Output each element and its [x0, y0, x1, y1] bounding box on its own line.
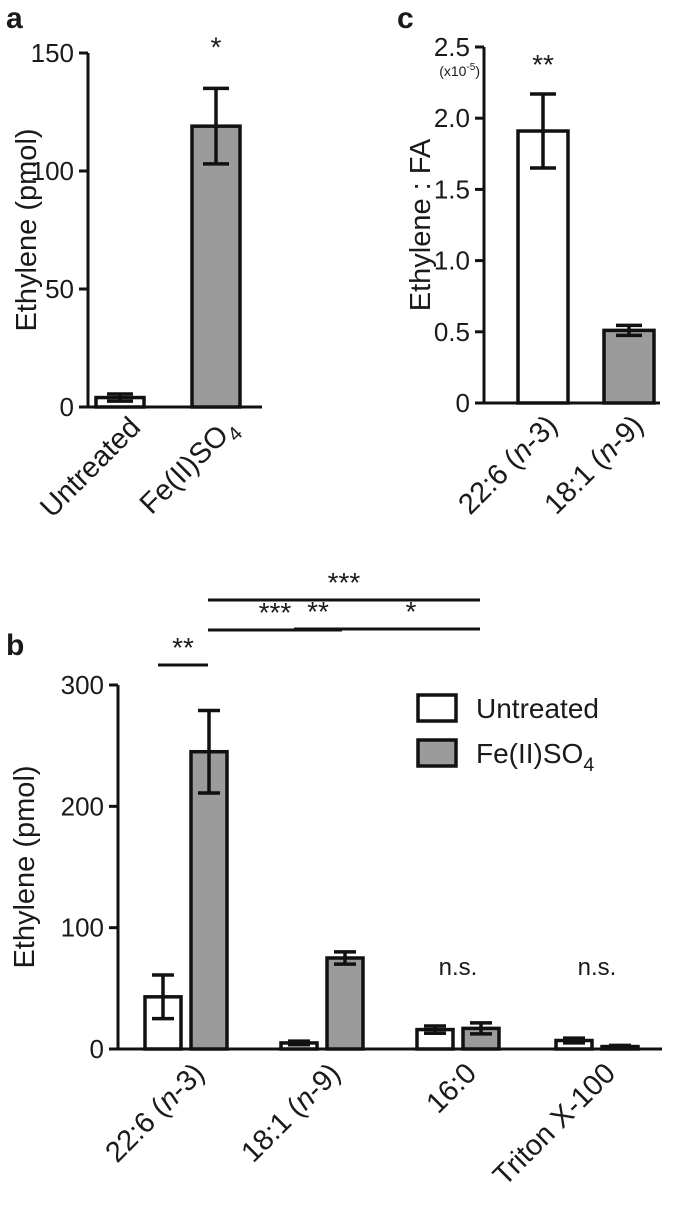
- panel-c-bar-0: [516, 129, 570, 405]
- panel-c-scale-note: (x10-5): [439, 62, 480, 79]
- panel-c-y-axis-label: Ethylene : FA: [405, 138, 437, 311]
- panel-b-significance-label-2: ***: [328, 567, 361, 598]
- panel-b-legend-label-1-base: Fe(II)SO: [476, 738, 583, 769]
- panel-b-y-tick-label-0: 0: [90, 1034, 104, 1064]
- panel-b-legend-label-0: Untreated: [476, 693, 599, 724]
- panel-b-legend-swatch-0: [416, 693, 458, 723]
- panel-c-scale-note-base: (x10: [439, 63, 466, 79]
- panel-b-x-tick-label-1: 18:1 (n-9): [235, 1057, 347, 1169]
- panel-b-x-tick-label-3: Triton X-100: [487, 1057, 622, 1192]
- panel-b-bar-0-1: [189, 749, 229, 1051]
- panel-a-y-tick-label-2: 100: [31, 156, 74, 186]
- panel-b-y-tick-label-3: 300: [61, 670, 104, 700]
- panel-b-legend-swatch-1: [416, 738, 458, 768]
- panel-a-x-tick-label-1-base: Fe(II)SO: [134, 419, 235, 520]
- panel-a-x-tick-label-0: Untreated: [34, 411, 147, 524]
- panel-c-scale-note-exponent: -5: [466, 62, 475, 73]
- panel-b-letter: b: [6, 629, 24, 662]
- panel-b-bar-1-1: [325, 956, 365, 1051]
- panel-b-x-tick-label-3-part-0: Triton X-100: [487, 1057, 622, 1192]
- panel-c-y-tick-label-0: 0: [456, 388, 470, 418]
- panel-b-significance-label-0: **: [172, 632, 194, 663]
- panel-c-letter: c: [397, 2, 414, 35]
- panel-c-scale-note-close: ): [475, 63, 480, 79]
- panel-a-letter: a: [6, 2, 23, 35]
- panel-b-y-tick-label-1: 100: [61, 913, 104, 943]
- panel-c-bar-1: [602, 328, 656, 405]
- panel-b-significance-label-4: *: [406, 596, 417, 627]
- panel-a-y-tick-label-1: 50: [45, 274, 74, 304]
- panel-a-ethylene-fe-chart: a 0 50 100 150 Ethylene (pmol) * UntreatedFe(II…: [6, 2, 262, 524]
- panel-b-legend-label-1: Fe(II)SO4: [476, 738, 594, 776]
- panel-c-significance-0: **: [532, 49, 554, 80]
- panel-a-bar-1: [190, 124, 242, 409]
- panel-c-y-tick-label-4: 2.0: [434, 103, 470, 133]
- panel-b-significance-label-3: **: [307, 596, 329, 627]
- panel-a-y-tick-label-0: 0: [60, 392, 74, 422]
- panel-a-x-tick-label-1: Fe(II)SO4: [134, 411, 247, 524]
- panel-b-x-tick-label-2-part-0: 16:0: [420, 1057, 483, 1120]
- panel-b-fatty-acid-chart: b 0 100 200 300 Ethylene (pmol) 22:6 (n-3)18:1…: [6, 567, 662, 1192]
- panel-b-x-tick-label-0: 22:6 (n-3): [99, 1057, 211, 1169]
- panel-c-y-tick-label-3: 1.5: [434, 174, 470, 204]
- panel-a-y-tick-label-3: 150: [31, 38, 74, 68]
- panel-b-group-label-1: n.s.: [578, 954, 617, 981]
- panel-c-y-tick-label-5: 2.5: [434, 32, 470, 62]
- panel-a-x-tick-label-0-base: Untreated: [34, 411, 147, 524]
- panel-b-y-tick-label-2: 200: [61, 791, 104, 821]
- panel-b-group-label-0: n.s.: [439, 954, 478, 981]
- panel-c-y-tick-label-2: 1.0: [434, 246, 470, 276]
- panel-c-y-tick-label-1: 0.5: [434, 317, 470, 347]
- panel-a-significance-1: *: [211, 31, 222, 62]
- panel-b-significance-label-1: ***: [259, 597, 292, 628]
- panel-b-x-tick-label-2: 16:0: [420, 1057, 483, 1120]
- panel-b-legend-label-1-sub: 4: [583, 754, 594, 776]
- panel-a-y-axis-label: Ethylene (pmol): [11, 128, 43, 331]
- panel-b-y-axis-label: Ethylene (pmol): [9, 765, 41, 968]
